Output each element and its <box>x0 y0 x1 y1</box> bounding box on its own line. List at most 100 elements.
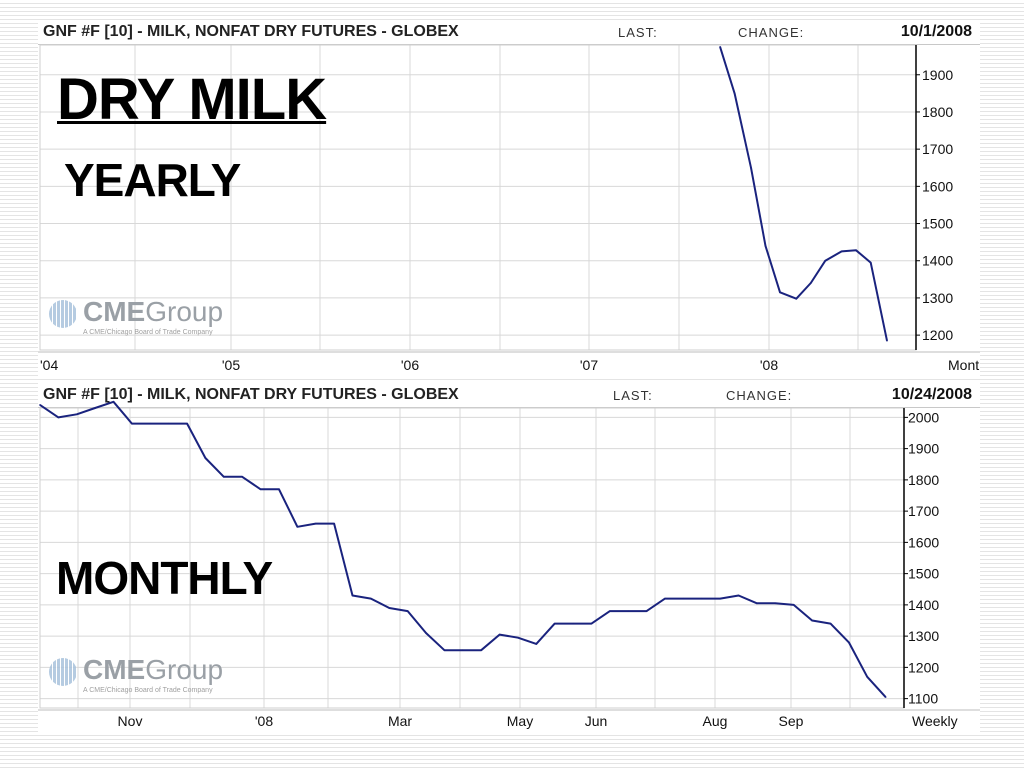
data-point <box>884 696 887 698</box>
yearly-change-label: CHANGE: <box>738 25 805 40</box>
y-tick-label: 1300 <box>908 628 939 644</box>
data-point <box>855 249 857 252</box>
subtitle-yearly: YEARLY <box>64 154 241 206</box>
yearly-chart-svg: 1200 1300 1400 1500 1600 1700 1800 1900 '04 '05 '0… <box>38 44 980 373</box>
y-tick-label: 1600 <box>922 178 953 194</box>
x-tick-label: Jun <box>585 713 608 729</box>
yearly-symbol-label: GNF #F [10] - MILK, NONFAT DRY FUTURES -… <box>43 23 459 40</box>
data-point <box>351 594 354 597</box>
monthly-chart-panel: GNF #F [10] - MILK, NONFAT DRY FUTURES -… <box>38 383 980 733</box>
y-tick-label: 1500 <box>908 566 939 582</box>
data-point <box>733 92 736 95</box>
x-tick-label: Mar <box>388 713 412 729</box>
logo-tagline: A CME/Chicago Board of Trade Company <box>83 687 213 694</box>
yearly-date-label: 10/1/2008 <box>900 23 972 40</box>
x-tick-label: '05 <box>222 357 240 373</box>
y-tick-label: 1800 <box>908 472 939 488</box>
data-point <box>535 643 538 645</box>
y-tick-label: 1600 <box>908 534 939 550</box>
monthly-symbol-label: GNF #F [10] - MILK, NONFAT DRY FUTURES -… <box>43 386 459 403</box>
data-point <box>824 259 827 262</box>
data-point <box>333 522 335 525</box>
price-series-line <box>719 46 888 341</box>
data-point <box>186 422 188 425</box>
data-point <box>664 597 666 600</box>
data-point <box>750 166 752 169</box>
data-point <box>764 245 767 247</box>
yearly-chart-header: GNF #F [10] - MILK, NONFAT DRY FUTURES -… <box>38 20 980 45</box>
x-axis-label: Weekly <box>912 713 958 729</box>
y-tick-label: 1900 <box>922 67 953 83</box>
monthly-last-label: LAST: <box>613 388 653 403</box>
data-point <box>370 597 372 600</box>
y-tick-label: 1900 <box>908 441 939 457</box>
price-series-line <box>39 400 887 698</box>
data-point <box>774 602 777 605</box>
data-point <box>223 475 225 478</box>
data-point <box>848 641 850 644</box>
x-tick-label: May <box>507 713 533 729</box>
data-point <box>296 525 299 528</box>
data-point <box>829 622 832 625</box>
x-tick-label: '06 <box>401 357 419 373</box>
yearly-chart-panel: GNF #F [10] - MILK, NONFAT DRY FUTURES -… <box>38 20 980 377</box>
data-point <box>886 339 888 342</box>
data-point <box>811 619 813 622</box>
gridlines <box>40 408 904 708</box>
x-tick-label: Nov <box>118 713 143 729</box>
data-point <box>480 649 482 651</box>
y-tick-label: 1200 <box>922 327 953 343</box>
data-point <box>795 297 798 300</box>
data-point <box>810 282 812 284</box>
globe-icon <box>49 300 77 328</box>
monthly-chart-svg: 1100 1200 1300 1400 1500 1600 1700 1800 1900 2000… <box>38 400 980 729</box>
data-point <box>737 594 740 597</box>
data-point <box>462 649 464 651</box>
monthly-date-label: 10/24/2008 <box>891 386 972 403</box>
data-point <box>131 422 133 425</box>
data-point <box>259 488 262 491</box>
data-point <box>869 261 872 264</box>
x-tick-label: '08 <box>255 713 273 729</box>
x-tick-label: '04 <box>40 357 58 373</box>
data-point <box>443 649 446 651</box>
data-point <box>792 604 795 606</box>
yearly-last-label: LAST: <box>618 25 658 40</box>
y-tick-label: 1700 <box>922 141 953 157</box>
data-point <box>94 407 96 409</box>
data-point <box>866 675 869 678</box>
data-point <box>779 291 781 294</box>
logo-brand-light: Group <box>145 296 224 327</box>
x-tick-label: '08 <box>760 357 778 373</box>
subtitle-monthly: MONTHLY <box>56 552 273 604</box>
data-point <box>314 522 317 525</box>
data-point <box>425 632 427 634</box>
data-point <box>278 488 280 491</box>
data-point <box>572 622 574 625</box>
data-point <box>204 457 207 459</box>
slide-title: DRY MILK <box>57 67 327 132</box>
data-point <box>406 610 409 612</box>
data-point <box>517 636 519 639</box>
monthly-chart-header: GNF #F [10] - MILK, NONFAT DRY FUTURES -… <box>38 383 980 408</box>
y-tick-label: 1100 <box>908 691 938 707</box>
data-point <box>719 597 721 600</box>
data-point <box>609 610 611 612</box>
gridlines <box>39 45 916 350</box>
data-point <box>840 250 843 253</box>
data-point <box>57 416 60 419</box>
logo-tagline: A CME/Chicago Board of Trade Company <box>83 329 213 336</box>
data-point <box>682 597 685 600</box>
y-tick-label: 1200 <box>908 659 939 675</box>
y-tick-label: 1500 <box>922 216 953 232</box>
logo-brand-light: Group <box>145 654 224 685</box>
x-axis-label: Month <box>948 357 980 373</box>
x-tick-label: Aug <box>703 713 728 729</box>
y-tick-label: 2000 <box>908 409 939 425</box>
y-tick-label: 1400 <box>908 597 939 613</box>
y-tick-label: 1300 <box>922 290 953 306</box>
data-point <box>590 622 593 625</box>
data-point <box>112 400 115 403</box>
globe-icon <box>49 658 77 686</box>
logo-brand-bold: CME <box>83 654 146 685</box>
